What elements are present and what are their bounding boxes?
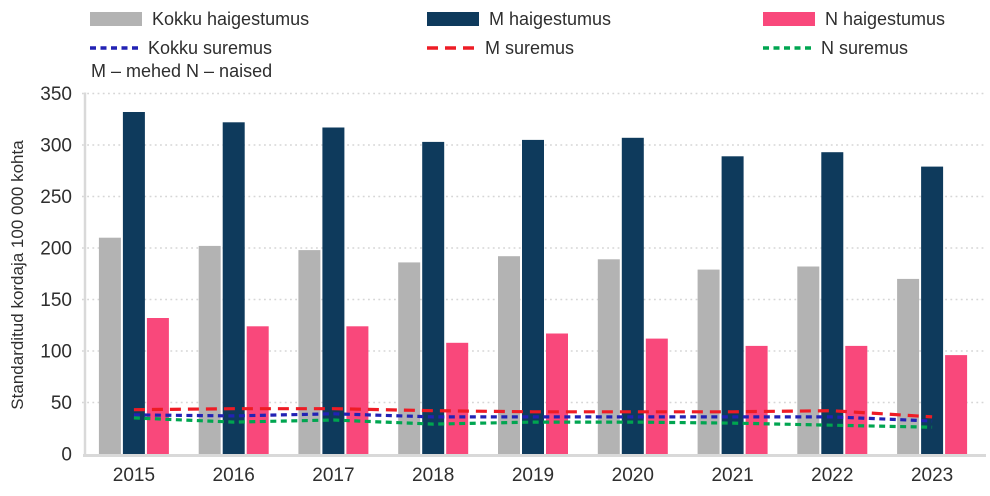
line-kokku-suremus — [133, 412, 933, 423]
legend-note: M – mehed N – naised — [91, 61, 273, 81]
x-tick-label-2018: 2018 — [412, 465, 454, 486]
bar-n-haigestumus-2015 — [146, 318, 169, 454]
y-tick-label-50: 50 — [51, 393, 72, 414]
bar-n-haigestumus-2016 — [246, 326, 269, 454]
y-tick-label-350: 350 — [40, 84, 72, 105]
kokku-haigestumus-swatch-icon — [90, 12, 142, 26]
legend-item-n-haigestumus: N haigestumus — [763, 6, 945, 32]
x-tick-label-2016: 2016 — [213, 465, 255, 486]
line-m-suremus — [133, 407, 933, 419]
n-haigestumus-swatch-icon — [763, 12, 815, 26]
kokku-suremus-dashed-line-icon — [90, 46, 138, 50]
n-suremus-dashed-line-icon — [763, 46, 811, 50]
bar-kokku-haigestumus-2023 — [897, 278, 920, 454]
y-tick-label-300: 300 — [40, 136, 72, 157]
bar-n-haigestumus-2023 — [945, 355, 968, 454]
legend-item-m-haigestumus: M haigestumus — [427, 6, 611, 32]
legend-item-kokku-haigestumus: Kokku haigestumus — [90, 6, 309, 32]
x-tick-label-2015: 2015 — [113, 465, 155, 486]
bar-kokku-haigestumus-2018 — [398, 262, 421, 454]
bar-n-haigestumus-2017 — [346, 326, 369, 454]
bar-kokku-haigestumus-2016 — [198, 245, 221, 454]
legend-column-2: M haigestumus M suremus — [427, 6, 611, 61]
line-n-suremus — [133, 416, 933, 429]
x-tick-label-2017: 2017 — [312, 465, 354, 486]
bar-kokku-haigestumus-2015 — [98, 237, 121, 454]
legend-item-n-suremus: N suremus — [763, 35, 945, 61]
legend-label-kokku-suremus: Kokku suremus — [148, 38, 273, 58]
bar-m-haigestumus-2015 — [122, 112, 145, 454]
bar-m-haigestumus-2020 — [621, 137, 644, 455]
legend-item-m-suremus: M suremus — [427, 35, 611, 61]
x-tick-label-2019: 2019 — [512, 465, 554, 486]
bar-n-haigestumus-2020 — [645, 338, 668, 454]
y-tick-label-200: 200 — [40, 239, 72, 260]
x-tick-label-2022: 2022 — [811, 465, 853, 486]
bar-kokku-haigestumus-2017 — [298, 250, 321, 454]
legend-label-n-suremus: N suremus — [821, 38, 909, 58]
bar-kokku-haigestumus-2020 — [597, 259, 620, 454]
bar-kokku-haigestumus-2022 — [797, 266, 820, 454]
bar-n-haigestumus-2019 — [546, 333, 568, 454]
legend-label-n-haigestumus: N haigestumus — [825, 9, 946, 29]
bar-m-haigestumus-2017 — [322, 127, 345, 454]
legend-label-m-suremus: M suremus — [485, 38, 575, 58]
bar-m-haigestumus-2018 — [422, 141, 445, 454]
bar-n-haigestumus-2021 — [745, 345, 768, 454]
x-tick-label-2020: 2020 — [612, 465, 654, 486]
y-tick-label-150: 150 — [40, 290, 72, 311]
m-haigestumus-swatch-icon — [427, 12, 479, 26]
m-suremus-dashed-line-icon — [427, 46, 475, 50]
bar-m-haigestumus-2019 — [522, 139, 544, 454]
bar-kokku-haigestumus-2021 — [697, 269, 720, 454]
y-tick-label-250: 250 — [40, 187, 72, 208]
bar-kokku-haigestumus-2019 — [498, 256, 520, 454]
legend-column-1: Kokku haigestumus Kokku suremus — [90, 6, 309, 61]
y-tick-label-100: 100 — [40, 342, 72, 363]
bar-m-haigestumus-2023 — [921, 166, 944, 454]
legend-item-kokku-suremus: Kokku suremus — [90, 35, 309, 61]
bar-m-haigestumus-2016 — [222, 122, 245, 455]
bar-m-haigestumus-2021 — [721, 156, 744, 455]
legend-column-3: N haigestumus N suremus — [763, 6, 945, 61]
y-tick-label-0: 0 — [61, 445, 72, 466]
legend-label-m-haigestumus: M haigestumus — [489, 9, 612, 29]
x-tick-label-2023: 2023 — [911, 465, 953, 486]
x-tick-label-2021: 2021 — [711, 465, 753, 486]
legend-label-kokku-haigestumus: Kokku haigestumus — [152, 9, 310, 29]
bar-m-haigestumus-2022 — [821, 152, 844, 454]
bar-n-haigestumus-2018 — [446, 342, 469, 454]
bar-n-haigestumus-2022 — [845, 345, 868, 454]
